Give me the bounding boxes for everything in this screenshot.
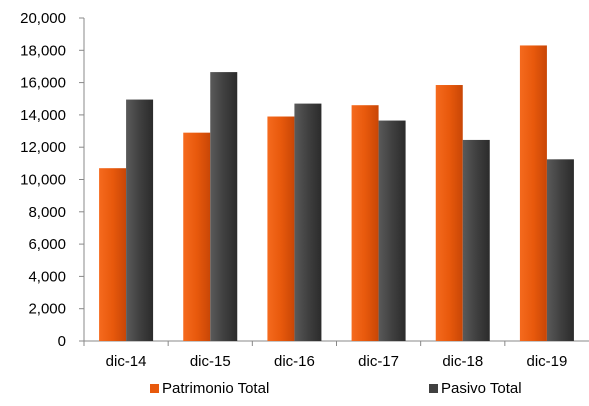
y-tick-label: 8,000 [28,204,66,221]
bar-pasivo-total-dic-15 [210,72,238,341]
x-tick-label: dic-19 [526,353,567,370]
x-axis: dic-14 dic-15 dic-16 dic-17 dic-18 dic-19 [83,340,589,370]
bar-pasivo-total-dic-16 [294,103,322,341]
bar-patrimonio-total-dic-19 [519,45,547,342]
bar-patrimonio-total-dic-15 [183,132,211,341]
x-tick-label: dic-18 [442,353,483,370]
legend: Patrimonio Total Pasivo Total [150,380,522,397]
x-tick-label: dic-14 [106,353,147,370]
y-tick-label: 4,000 [28,268,66,285]
bar-pasivo-total-dic-18 [462,139,490,341]
legend-label: Pasivo Total [441,380,522,397]
bar-pasivo-total-dic-14 [126,99,154,342]
y-tick-label: 14,000 [20,107,66,124]
y-tick-label: 12,000 [20,139,66,156]
bar-patrimonio-total-dic-18 [435,85,463,342]
y-tick-label: 6,000 [28,236,66,253]
bars [99,45,574,342]
x-tick-label: dic-16 [274,353,315,370]
legend-swatch [150,384,159,393]
y-tick-label: 20,000 [20,10,66,27]
y-tick-label: 16,000 [20,75,66,92]
bar-patrimonio-total-dic-16 [267,116,295,341]
y-tick-label: 2,000 [28,301,66,318]
legend-swatch [429,384,438,393]
y-tick-label: 18,000 [20,42,66,59]
bar-pasivo-total-dic-17 [378,120,406,342]
x-tick-label: dic-17 [358,353,399,370]
x-tick-label: dic-15 [190,353,231,370]
bar-pasivo-total-dic-19 [546,159,574,341]
legend-label: Patrimonio Total [162,380,269,397]
bar-patrimonio-total-dic-14 [99,168,127,341]
y-tick-label: 0 [58,333,66,350]
y-tick-label: 10,000 [20,172,66,189]
bar-patrimonio-total-dic-17 [351,105,379,342]
y-axis: 0 2,000 4,000 6,000 8,000 10,000 12,000 14,000 1… [20,10,85,350]
